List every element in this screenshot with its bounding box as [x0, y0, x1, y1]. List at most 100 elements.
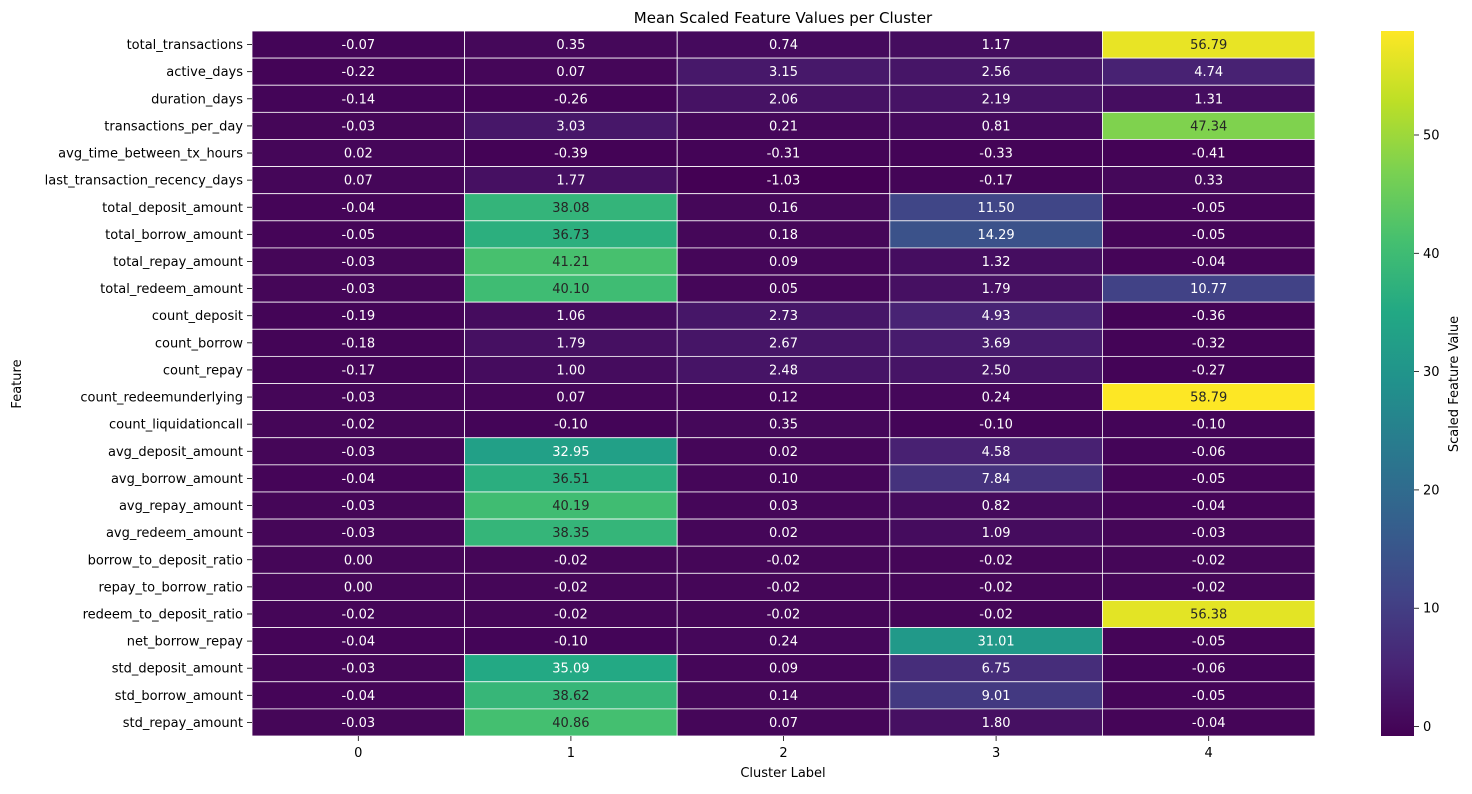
heatmap-cell [464, 247, 678, 276]
heatmap-cell [1102, 166, 1316, 195]
x-tick-label: 3 [992, 746, 1000, 761]
y-tick-label: redeem_to_deposit_ratio [83, 607, 243, 622]
cell-value-label: 0.09 [769, 662, 798, 677]
heatmap-cell [464, 383, 678, 412]
cell-value-label: 0.16 [769, 201, 798, 216]
cell-value-label: 4.93 [982, 309, 1011, 324]
cell-value-label: 1.79 [982, 282, 1011, 297]
heatmap-cell [676, 627, 891, 656]
cell-value-label: -0.02 [1192, 553, 1226, 568]
cell-value-label: -0.39 [554, 147, 588, 162]
heatmap-cell [889, 518, 1103, 547]
cell-value-label: -0.03 [341, 119, 375, 134]
colorbar-tick-label: 30 [1423, 365, 1440, 380]
heatmap-cell [676, 301, 891, 330]
x-tick-label: 4 [1205, 746, 1213, 761]
cell-value-label: 56.79 [1190, 38, 1227, 53]
cell-value-label: 2.73 [769, 309, 798, 324]
cell-value-label: 4.74 [1194, 65, 1223, 80]
heatmap-cell [464, 572, 678, 601]
y-tick-label: last_transaction_recency_days [45, 174, 244, 189]
cell-value-label: 1.06 [556, 309, 585, 324]
heatmap-cell [889, 437, 1103, 466]
cell-value-label: 0.02 [344, 147, 373, 162]
heatmap-cell [889, 111, 1103, 140]
heatmap-cell [251, 355, 466, 384]
heatmap-cell [464, 545, 678, 574]
cell-value-label: -0.26 [554, 92, 588, 107]
y-tick-label: repay_to_borrow_ratio [99, 580, 244, 595]
cell-value-label: 32.95 [552, 445, 589, 460]
y-tick-label: total_transactions [127, 38, 244, 53]
cell-value-label: -0.02 [767, 580, 801, 595]
cell-value-label: 47.34 [1190, 119, 1227, 134]
cell-value-label: 0.07 [344, 174, 373, 189]
heatmap-cell [251, 220, 466, 249]
heatmap-cells [251, 30, 1316, 737]
heatmap-cell [676, 139, 891, 167]
y-tick-label: transactions_per_day [104, 119, 243, 134]
cell-value-label: 0.74 [769, 38, 798, 53]
cell-value-label: -0.03 [341, 445, 375, 460]
chart-title: Mean Scaled Feature Values per Cluster [634, 9, 933, 27]
cell-value-label: -0.04 [341, 472, 375, 487]
heatmap-cell [1102, 654, 1316, 683]
cell-value-label: -0.02 [767, 607, 801, 622]
y-axis-label: Feature [10, 359, 25, 408]
cell-value-label: 0.03 [769, 499, 798, 514]
heatmap-cell [676, 274, 891, 303]
heatmap-cell [464, 627, 678, 656]
heatmap-cell [1102, 708, 1316, 737]
cell-value-label: -0.02 [979, 607, 1013, 622]
cell-value-label: 35.09 [552, 662, 589, 677]
heatmap-cell [889, 410, 1103, 439]
cell-value-label: 1.09 [982, 526, 1011, 541]
heatmap-cell [464, 410, 678, 439]
heatmap-cell [889, 654, 1103, 683]
heatmap-cell [676, 383, 891, 412]
cell-value-label: -0.03 [341, 282, 375, 297]
heatmap-cell [251, 383, 466, 412]
cell-value-label: 0.24 [769, 635, 798, 650]
cell-value-label: 0.24 [982, 391, 1011, 406]
y-tick-label: std_repay_amount [123, 716, 243, 731]
cell-value-label: -0.02 [979, 580, 1013, 595]
cell-value-label: 0.02 [769, 445, 798, 460]
heatmap-cell [676, 654, 891, 683]
colorbar-tick-label: 40 [1423, 247, 1440, 262]
cell-value-label: 14.29 [977, 228, 1014, 243]
heatmap-cell [1102, 600, 1316, 628]
cell-value-label: 0.00 [344, 553, 373, 568]
cell-value-label: -0.05 [341, 228, 375, 243]
heatmap-cell [1102, 247, 1316, 276]
cell-value-label: -0.06 [1192, 445, 1226, 460]
heatmap-cell [676, 437, 891, 466]
y-tick-label: count_liquidationcall [109, 418, 243, 433]
cell-value-label: -0.05 [1192, 689, 1226, 704]
cell-value-label: -0.03 [341, 255, 375, 270]
heatmap-cell [251, 328, 466, 357]
cell-value-label: -0.33 [979, 147, 1013, 162]
y-tick-label: count_deposit [152, 309, 243, 324]
cell-value-label: 36.73 [552, 228, 589, 243]
heatmap-cell [676, 111, 891, 140]
heatmap-cell [251, 708, 466, 737]
cell-value-label: 1.31 [1194, 92, 1223, 107]
cell-value-label: 1.80 [982, 716, 1011, 731]
cell-value-label: 0.18 [769, 228, 798, 243]
heatmap-cell [676, 600, 891, 628]
cell-value-label: -0.36 [1192, 309, 1226, 324]
heatmap-cell [1102, 464, 1316, 493]
heatmap-cell [889, 301, 1103, 330]
y-tick-label: count_redeemunderlying [80, 391, 243, 406]
cell-value-label: -0.03 [1192, 526, 1226, 541]
heatmap-cell [251, 518, 466, 547]
cell-value-label: 3.69 [982, 336, 1011, 351]
cell-value-label: 2.56 [982, 65, 1011, 80]
cell-value-label: -0.02 [341, 418, 375, 433]
cell-value-label: 3.03 [556, 119, 585, 134]
cell-value-label: -0.22 [341, 65, 375, 80]
heatmap-cell [1102, 383, 1316, 412]
cell-value-label: -0.32 [1192, 336, 1226, 351]
